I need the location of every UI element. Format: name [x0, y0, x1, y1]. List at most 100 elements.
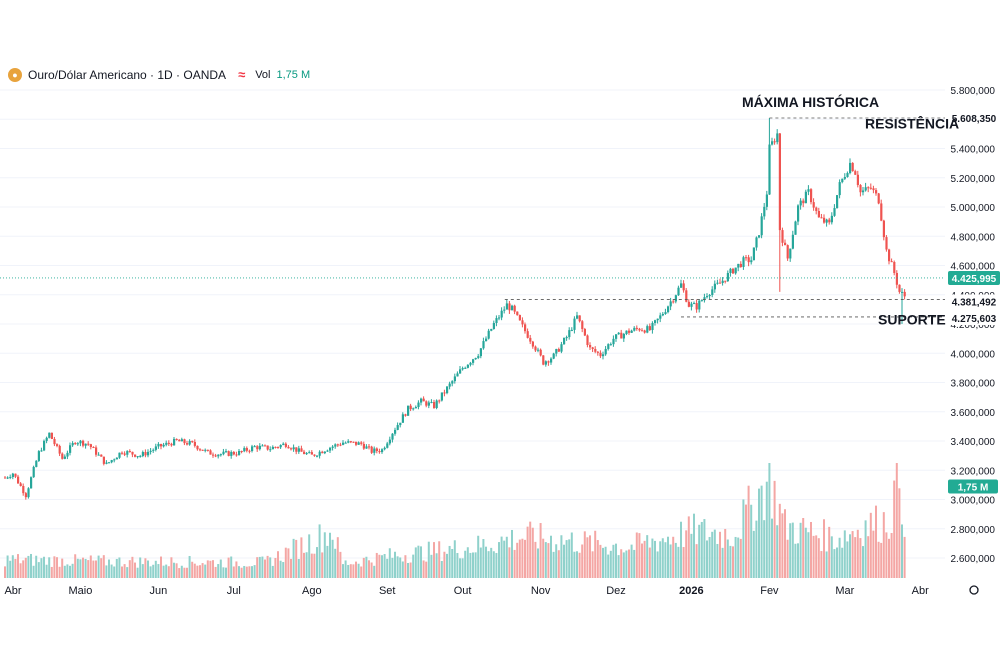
volume-bar	[113, 566, 116, 578]
candle	[513, 305, 516, 312]
candle	[591, 347, 594, 349]
volume-bar	[875, 505, 877, 578]
candle	[706, 296, 709, 298]
volume-bar	[147, 560, 149, 578]
volume-bar	[253, 565, 256, 578]
candle	[474, 357, 477, 360]
candle	[726, 273, 729, 282]
volume-bar	[183, 567, 186, 578]
candle	[277, 447, 280, 449]
candle	[570, 329, 573, 331]
volume-bar	[134, 562, 136, 578]
candle	[833, 208, 836, 216]
candle	[173, 438, 176, 446]
volume-bar	[35, 555, 38, 578]
candle	[214, 455, 217, 457]
y-tick-label: 5.400,000	[951, 145, 996, 156]
candle	[487, 330, 490, 339]
volume-bar	[378, 554, 381, 578]
volume-bar	[32, 565, 35, 578]
volume-bar	[128, 560, 131, 578]
chart-legend: ● Ouro/Dólar Americano · 1D · OANDA ≈ Vo…	[8, 67, 310, 82]
candle	[893, 262, 896, 273]
volume-bar	[586, 537, 589, 578]
candle	[344, 442, 347, 444]
symbol-title[interactable]: Ouro/Dólar Americano · 1D · OANDA	[28, 67, 227, 82]
candle	[547, 361, 550, 363]
candle	[778, 133, 781, 231]
candle	[843, 177, 846, 179]
candle	[95, 447, 98, 455]
candle	[456, 373, 459, 377]
candle	[396, 425, 399, 430]
candle	[310, 452, 313, 455]
volume-bar	[711, 531, 714, 578]
candle	[875, 190, 878, 194]
candle	[594, 348, 597, 352]
candle	[48, 432, 51, 438]
candle	[183, 439, 186, 444]
volume-bar	[71, 563, 74, 578]
volume-bar	[154, 560, 157, 578]
candle	[292, 447, 295, 450]
candle	[97, 454, 100, 456]
candle	[799, 200, 802, 206]
volume-bar	[784, 509, 786, 578]
volume-bar	[531, 527, 534, 578]
volume-bar	[414, 547, 417, 578]
volume-bar	[833, 549, 836, 578]
y-tick-label: 5.000,000	[951, 203, 996, 214]
candle	[719, 282, 722, 284]
volume-bar	[212, 560, 214, 578]
candle	[422, 398, 425, 402]
candle	[802, 200, 805, 204]
candle	[61, 453, 64, 459]
candle	[752, 247, 755, 261]
y-tick-label: 4.000,000	[951, 349, 996, 360]
candle	[739, 263, 742, 267]
candle	[407, 405, 410, 416]
settings-icon[interactable]	[969, 585, 979, 595]
volume-bar	[589, 535, 591, 578]
volume-bar	[349, 564, 352, 578]
volume-bar	[646, 535, 649, 578]
candle	[105, 462, 108, 464]
volume-bar	[503, 540, 506, 578]
volume-bar	[290, 558, 292, 578]
volume-bar	[641, 543, 643, 578]
candle	[773, 141, 776, 143]
candle	[765, 194, 768, 207]
candle	[604, 348, 607, 355]
volume-bar	[334, 548, 337, 578]
candle	[615, 334, 618, 339]
volume-bar	[664, 542, 667, 578]
volume-bar	[797, 543, 799, 578]
candle	[339, 444, 342, 446]
y-tick-label: 5.800,000	[951, 86, 996, 97]
volume-bar	[773, 480, 776, 578]
volume-bar	[453, 540, 456, 578]
volume-bar	[752, 530, 755, 578]
candle	[576, 315, 579, 319]
candle	[617, 332, 620, 335]
last-price-tag-bg	[948, 270, 1000, 285]
volume-bar	[292, 538, 295, 578]
volume-bar	[461, 558, 464, 578]
volume-bar	[521, 538, 524, 578]
candle	[308, 452, 311, 454]
candle	[630, 330, 633, 333]
candle	[690, 303, 693, 307]
candle	[331, 446, 334, 448]
y-tick-label: 3.000,000	[951, 496, 996, 507]
candle	[531, 341, 534, 347]
volume-bar	[469, 552, 472, 578]
volume-bar	[737, 537, 740, 578]
x-tick-label: Jun	[150, 585, 168, 597]
y-tick-label: 4.600,000	[951, 262, 996, 273]
candle	[633, 327, 636, 331]
candle	[305, 453, 308, 455]
volume-bar	[729, 545, 732, 578]
candle	[438, 400, 441, 402]
